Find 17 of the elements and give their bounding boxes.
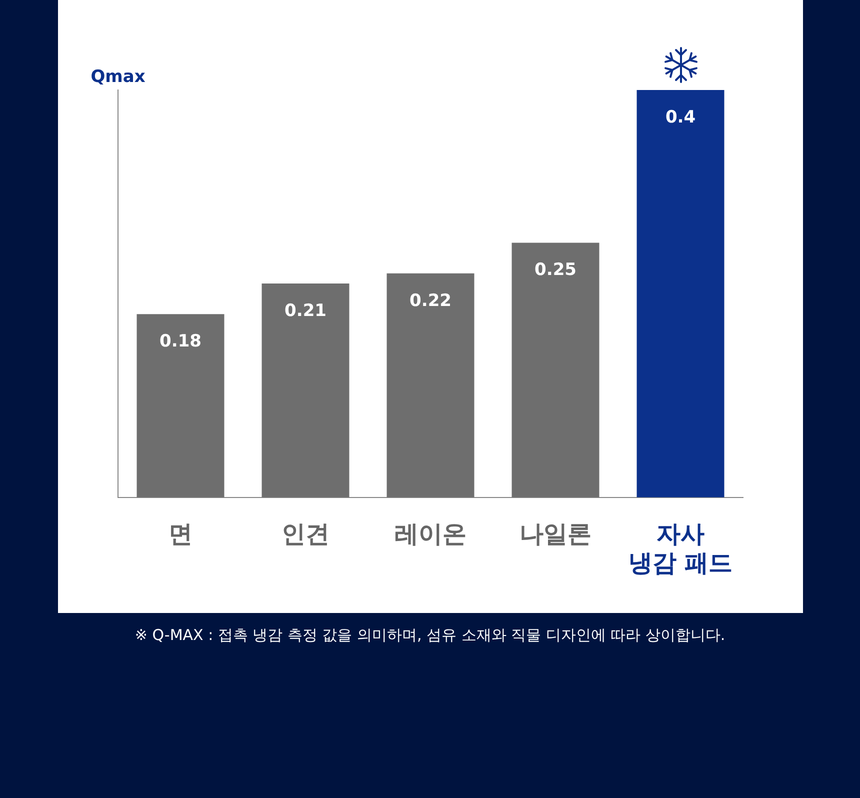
x-tick-label: 면 <box>168 520 192 548</box>
data-label: 0.18 <box>160 331 202 352</box>
text: ※ Q-MAX : 접촉 냉감 측정 값을 의미하며, 섬유 소재와 직물 디자인에 따라 상이합니다. <box>134 626 726 645</box>
x-tick-label: 레이온 <box>394 520 466 548</box>
bar <box>636 90 724 498</box>
bar <box>512 242 600 498</box>
data-label: 0.25 <box>534 260 576 280</box>
data-label: 0.4 <box>665 107 696 128</box>
x-tick-label: 인견 <box>282 520 330 548</box>
data-label: 0.21 <box>284 300 326 321</box>
y-axis-title: Qmax <box>90 66 146 87</box>
bar <box>386 273 474 498</box>
bar <box>136 314 224 498</box>
data-label: 0.22 <box>410 290 452 311</box>
x-tick-label: 나일론 <box>520 520 592 548</box>
x-tick-label: 자사 냉감 패드 <box>628 520 733 577</box>
bar <box>262 284 350 498</box>
